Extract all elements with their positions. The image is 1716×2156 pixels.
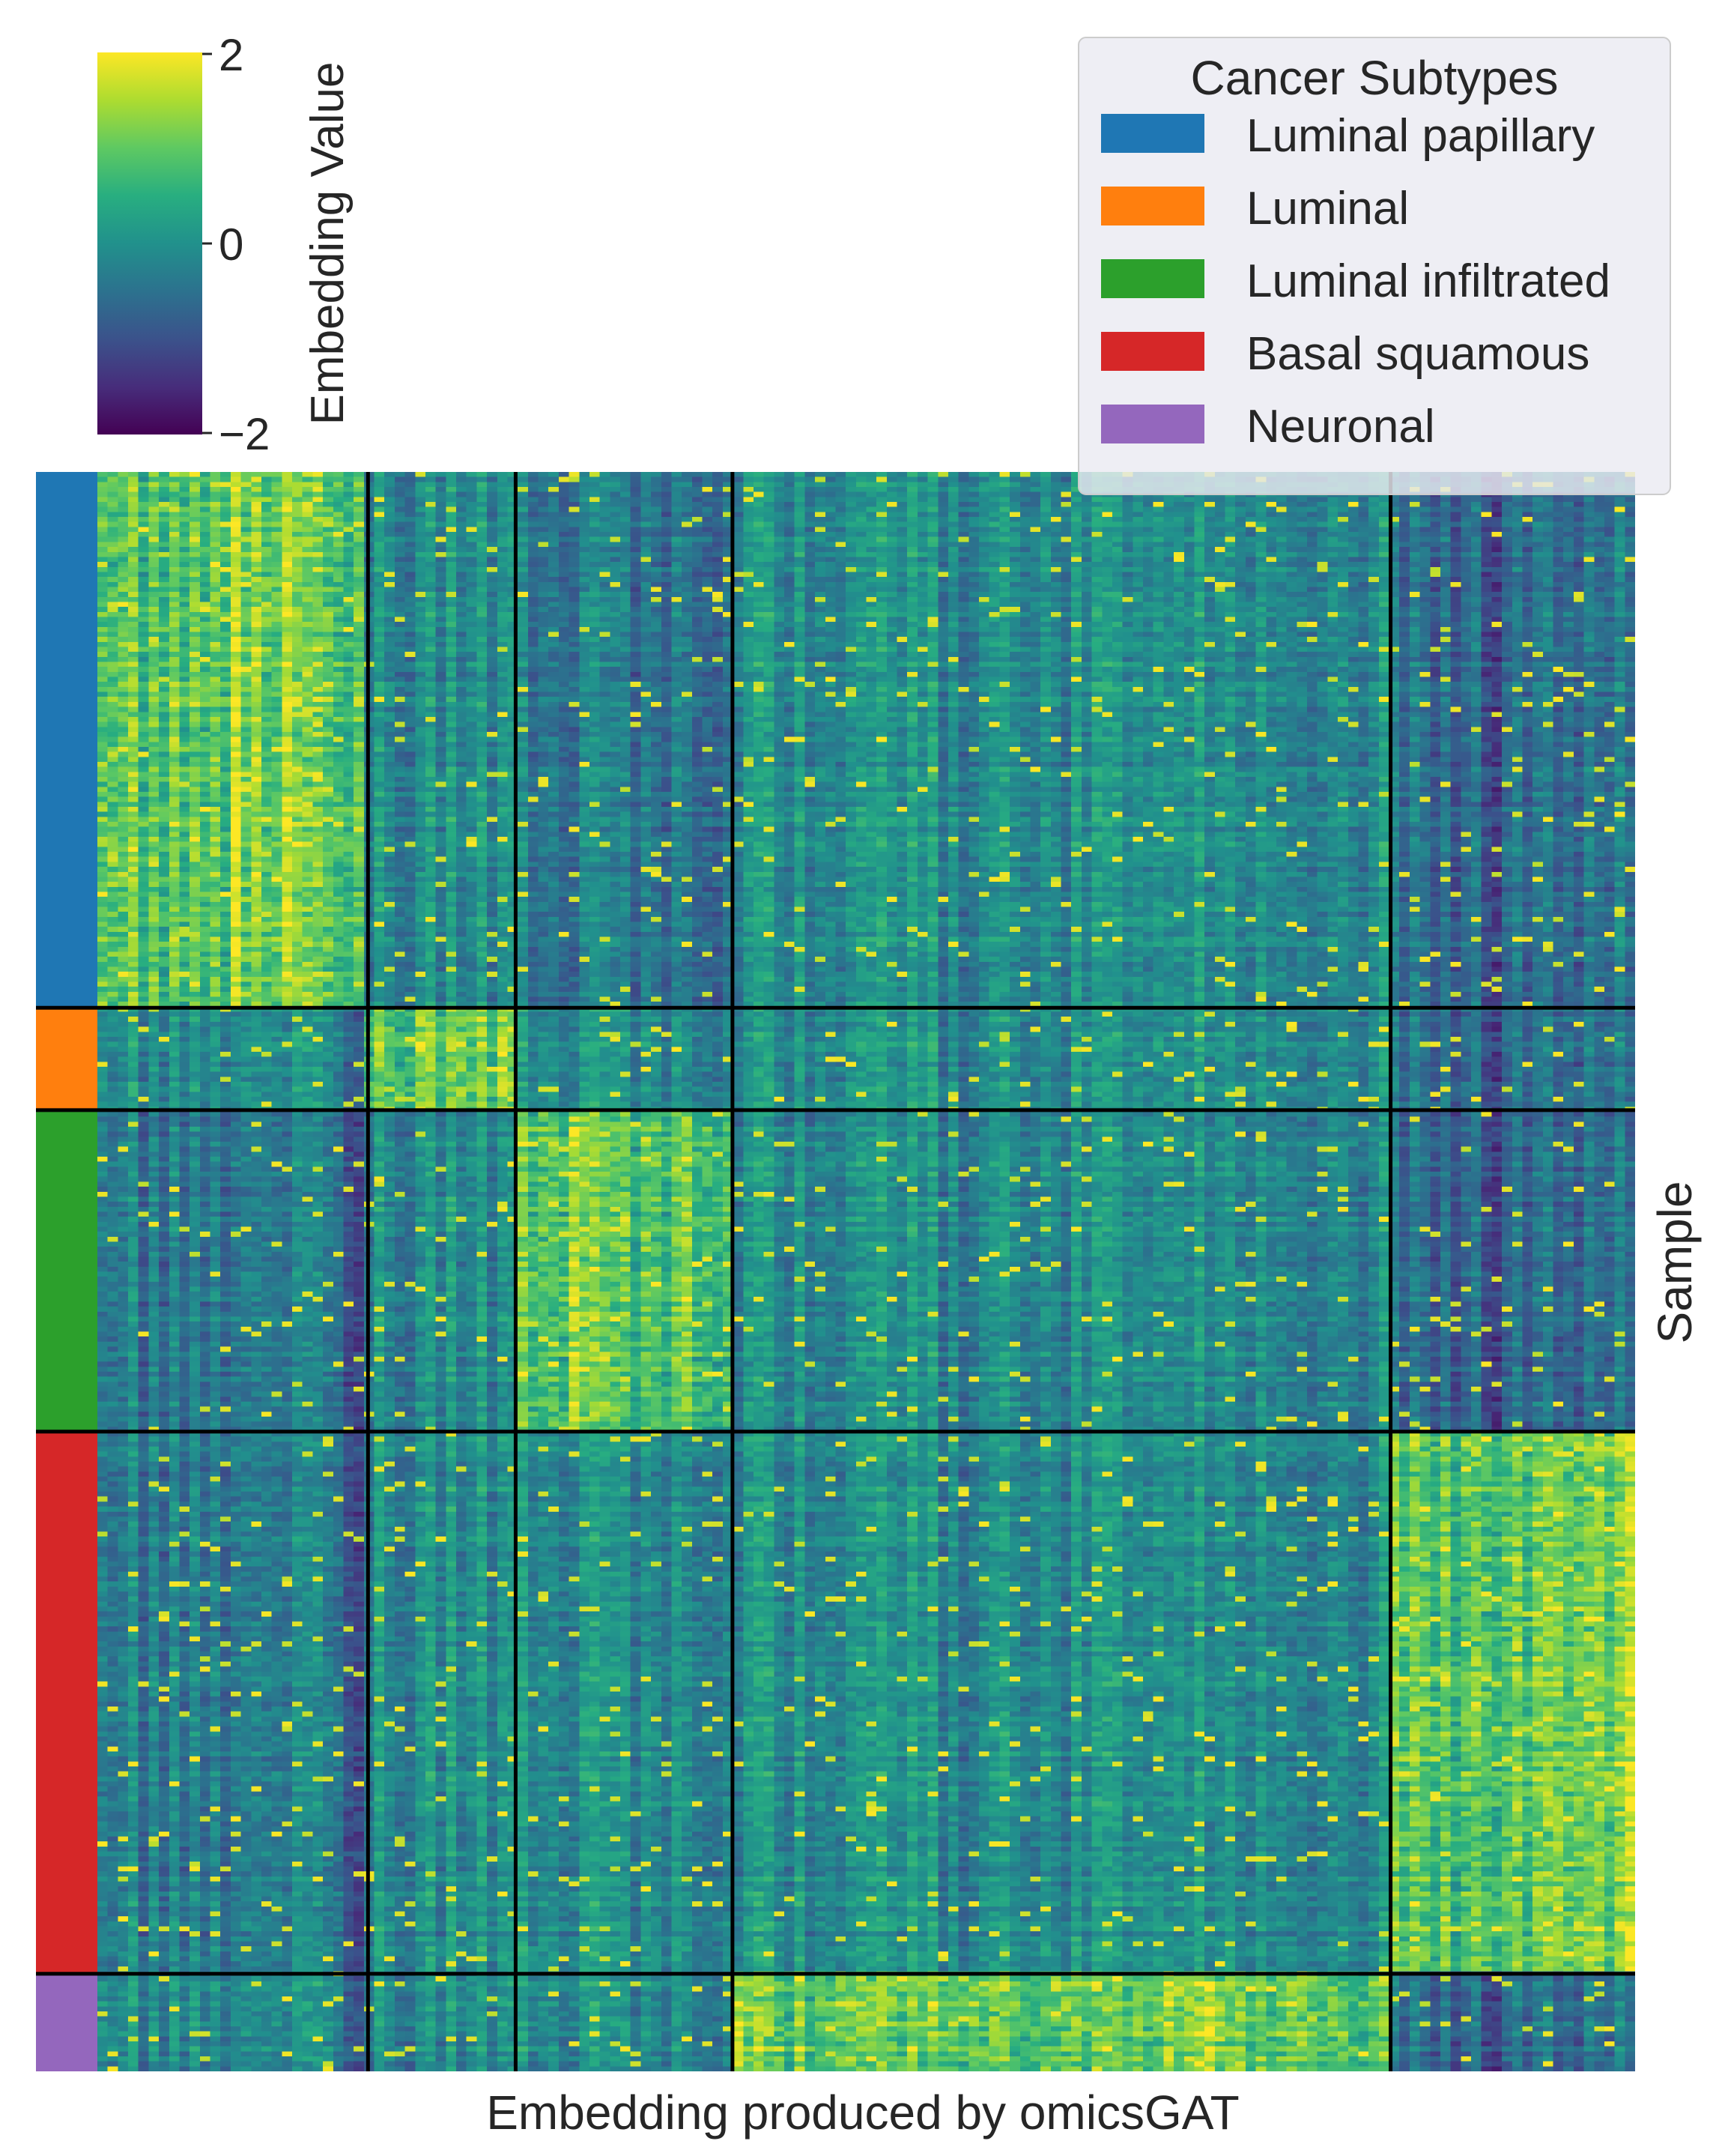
- legend-swatch-luminal: [1101, 187, 1204, 225]
- colorbar-tick-label-min: −2: [219, 409, 270, 459]
- legend-swatch-basal-squamous: [1101, 332, 1204, 371]
- row-color-luminal-papillary: [36, 472, 97, 1008]
- legend-swatch-neuronal: [1101, 405, 1204, 443]
- legend-label: Luminal papillary: [1246, 110, 1595, 162]
- legend-label: Luminal infiltrated: [1246, 255, 1610, 307]
- legend-label: Neuronal: [1246, 401, 1435, 452]
- y-axis-label: Sample: [1648, 1181, 1702, 1344]
- row-color-luminal-infiltrated: [36, 1109, 97, 1432]
- legend-label: Luminal: [1246, 183, 1409, 234]
- colorbar-gradient: [97, 52, 202, 434]
- x-axis-label: Embedding produced by omicsGAT: [486, 2086, 1240, 2140]
- legend-swatch-luminal-infiltrated: [1101, 259, 1204, 298]
- colorbar: 2 0 −2 Embedding Value: [97, 30, 354, 459]
- legend-entries: Luminal papillary Luminal Luminal infiltra…: [1101, 110, 1610, 452]
- colorbar-tick-label-zero: 0: [219, 219, 243, 270]
- legend-swatch-luminal-papillary: [1101, 114, 1204, 153]
- row-color-basal-squamous: [36, 1432, 97, 1974]
- row-color-luminal: [36, 1008, 97, 1110]
- row-color-annotation: [36, 472, 97, 2071]
- legend-label: Basal squamous: [1246, 328, 1589, 380]
- heatmap-cells: [97, 472, 1635, 2071]
- legend-title: Cancer Subtypes: [1191, 51, 1559, 105]
- cluster-separators: [36, 472, 1635, 2071]
- legend-frame: [1078, 37, 1671, 495]
- colorbar-label: Embedding Value: [302, 62, 354, 426]
- heatmap-image: [97, 472, 1635, 2071]
- colorbar-tick-label-max: 2: [219, 30, 243, 80]
- row-color-neuronal: [36, 1973, 97, 2071]
- legend: Cancer Subtypes Luminal papillaryLuminal…: [1078, 37, 1671, 495]
